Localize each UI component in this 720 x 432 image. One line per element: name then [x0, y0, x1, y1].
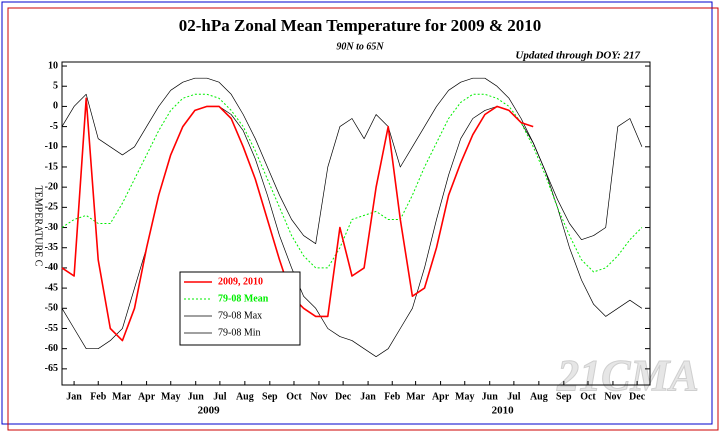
x-tick-label: Feb	[384, 391, 401, 402]
x-tick-label: Jul	[213, 391, 227, 402]
x-tick-label: May	[455, 391, 474, 402]
y-tick-label: -5	[50, 121, 58, 132]
x-tick-label: Apr	[432, 391, 450, 402]
x-tick-label: Feb	[90, 391, 107, 402]
annotation: Updated through DOY: 217	[515, 50, 640, 62]
plot-frame	[61, 61, 651, 386]
y-tick-label: -30	[45, 222, 58, 233]
y-tick-label: -40	[45, 262, 58, 273]
legend-label: 2009, 2010	[218, 276, 263, 287]
x-tick-label: Oct	[580, 391, 596, 402]
y-tick-label: -60	[45, 343, 58, 354]
y-axis-label: TEMPERATURE C	[33, 186, 44, 267]
legend-label: 79-08 Min	[218, 327, 261, 338]
y-tick-label: -25	[45, 202, 58, 213]
y-tick-label: -35	[45, 242, 58, 253]
chart-title: 02-hPa Zonal Mean Temperature for 2009 &…	[179, 16, 542, 35]
y-tick-label: 0	[53, 101, 58, 112]
y-tick-label: -50	[45, 303, 58, 314]
year-label: 2009	[198, 405, 221, 417]
x-tick-label: Jan	[360, 391, 376, 402]
x-tick-label: Nov	[604, 391, 621, 402]
x-tick-label: Dec	[629, 391, 646, 402]
x-tick-label: Jan	[66, 391, 82, 402]
y-tick-label: -55	[45, 323, 58, 334]
x-tick-label: Sep	[556, 391, 572, 402]
x-tick-label: Mar	[406, 391, 425, 402]
series-line	[61, 106, 643, 358]
y-tick-label: 5	[53, 81, 58, 92]
x-tick-label: Mar	[112, 391, 131, 402]
y-tick-label: 10	[48, 60, 58, 71]
legend-label: 79-08 Mean	[218, 293, 269, 304]
series-line	[61, 77, 643, 245]
x-tick-label: Aug	[530, 391, 548, 402]
series-line	[61, 93, 643, 273]
x-tick-label: Oct	[286, 391, 302, 402]
year-label: 2010	[492, 405, 515, 417]
x-tick-label: Sep	[262, 391, 278, 402]
legend-label: 79-08 Max	[218, 310, 262, 321]
watermark: 21CMA	[556, 351, 699, 400]
y-tick-label: -65	[45, 363, 58, 374]
x-tick-label: Dec	[335, 391, 352, 402]
x-tick-label: May	[161, 391, 180, 402]
x-tick-label: Jun	[188, 391, 205, 402]
x-tick-label: Aug	[236, 391, 254, 402]
y-tick-label: -20	[45, 181, 58, 192]
y-tick-label: -45	[45, 282, 58, 293]
x-tick-label: Apr	[138, 391, 156, 402]
y-tick-label: -10	[45, 141, 58, 152]
outer-frame-red	[7, 7, 719, 431]
outer-frame-blue	[1, 1, 713, 425]
subtitle: 90N to 65N	[336, 41, 384, 52]
x-tick-label: Jun	[482, 391, 499, 402]
x-tick-label: Jul	[507, 391, 521, 402]
y-tick-label: -15	[45, 161, 58, 172]
x-tick-label: Nov	[310, 391, 327, 402]
